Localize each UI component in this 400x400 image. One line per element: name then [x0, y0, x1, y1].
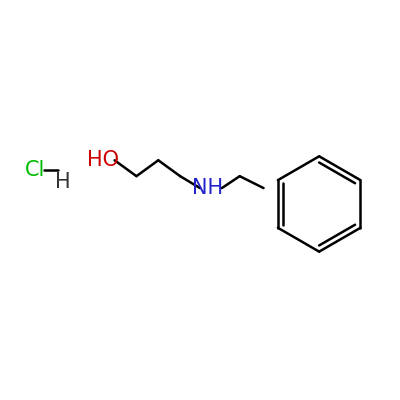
Text: H: H: [55, 172, 71, 192]
Text: HO: HO: [87, 150, 119, 170]
Text: Cl: Cl: [25, 160, 45, 180]
Text: NH: NH: [192, 178, 224, 198]
